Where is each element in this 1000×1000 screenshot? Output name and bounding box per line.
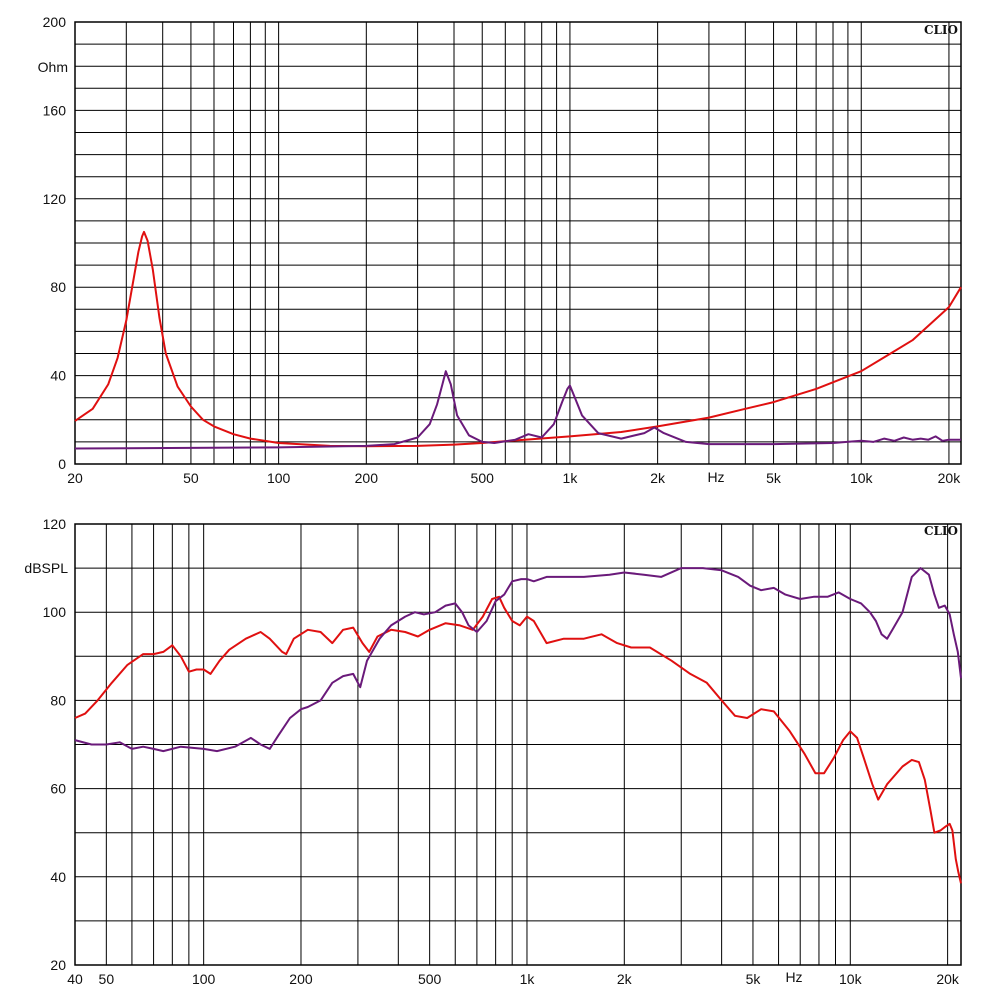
- spl-xtick-label: 1k: [520, 971, 536, 987]
- spl-ytick-label: 60: [50, 781, 66, 797]
- impedance-ytick-label: 160: [43, 102, 67, 118]
- spl-xtick-label: 5k: [746, 971, 762, 987]
- impedance-ytick-label: 200: [43, 14, 67, 30]
- spl-ytick-label: 80: [50, 692, 66, 708]
- impedance-xtick-label: 200: [355, 470, 379, 486]
- spl-brand: CLIO: [924, 524, 958, 538]
- impedance-brand: CLIO: [924, 23, 958, 37]
- impedance-ytick-label: 120: [43, 191, 67, 207]
- impedance-xtick-label: 20: [67, 470, 83, 486]
- impedance-xtick-label: 10k: [850, 470, 874, 486]
- spl-xtick-label: 200: [289, 971, 313, 987]
- impedance-series-red-line: [74, 230, 962, 448]
- spl-xtick-label: 2k: [617, 971, 633, 987]
- spl-xtick-label: 20k: [936, 971, 960, 987]
- impedance-xtick-label: 2k: [650, 470, 666, 486]
- impedance-xtick-label: 50: [183, 470, 199, 486]
- spl-ytick-label: 100: [43, 604, 67, 620]
- impedance-xlabel: Hz: [707, 469, 724, 485]
- impedance-xtick-label: 20k: [938, 470, 962, 486]
- impedance-ytick-label: 80: [50, 279, 66, 295]
- spl-series-purple-line: [74, 567, 962, 753]
- spl-series-red-line: [74, 595, 962, 884]
- spl-xtick-label: 10k: [839, 971, 863, 987]
- impedance-ylabel: Ohm: [38, 59, 68, 75]
- impedance-chart: Ohm Hz CLIO 0 40 80 120 160 200 20 50 100 200 500 1…: [38, 14, 962, 486]
- spl-ylabel: dBSPL: [24, 560, 68, 576]
- impedance-series-purple-line: [74, 370, 961, 450]
- impedance-xtick-label: 500: [471, 470, 495, 486]
- impedance-xtick-label: 5k: [766, 470, 782, 486]
- spl-xtick-label: 500: [418, 971, 442, 987]
- spl-xtick-label: 50: [99, 971, 115, 987]
- spl-xlabel: Hz: [785, 969, 802, 985]
- impedance-xtick-label: 1k: [563, 470, 579, 486]
- spl-ytick-label: 120: [43, 516, 67, 532]
- spl-ytick-label: 40: [50, 869, 66, 885]
- impedance-ytick-label: 40: [50, 368, 66, 384]
- impedance-ytick-label: 0: [58, 456, 66, 472]
- impedance-xtick-label: 100: [267, 470, 291, 486]
- spl-xtick-label: 40: [67, 971, 83, 987]
- spl-xtick-label: 100: [192, 971, 216, 987]
- spl-ytick-label: 20: [50, 957, 66, 973]
